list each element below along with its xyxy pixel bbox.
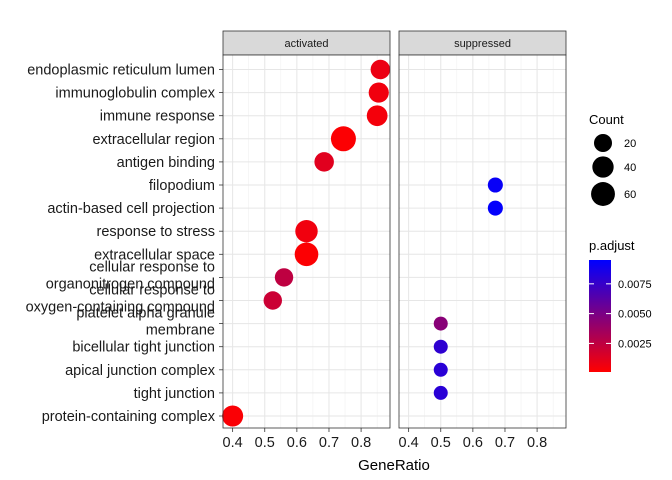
size-legend-label: 20 [624,138,636,150]
data-point [274,268,294,287]
panel-background [399,55,566,428]
size-legend: Count 20 40 60 [589,112,636,206]
data-point [433,316,448,331]
y-tick-label: endoplasmic reticulum lumen [27,63,215,79]
data-point [294,242,319,267]
x-tick-label: 0.4 [399,435,419,451]
data-point [366,105,388,127]
y-tick-label: immunoglobulin complex [55,86,215,102]
y-tick-label: cellular response to oxygen-containing co… [26,283,215,316]
size-legend-key [592,156,614,178]
data-point [330,126,356,152]
y-tick-label: actin-based cell projection [47,201,215,217]
data-point [433,339,448,354]
facet-strip-label: suppressed [454,38,511,50]
data-point [314,152,334,172]
facet-panel-suppressed: suppressed 0.4 0.5 0.6 0.7 0.8 [398,30,567,451]
x-tick-label: 0.7 [319,435,339,451]
x-tick-label: 0.8 [527,435,547,451]
panel-border [398,54,567,429]
data-point [487,177,503,193]
y-tick-label: tight junction [134,386,215,402]
y-tick-label: immune response [100,109,215,125]
data-point [263,291,282,310]
size-legend-label: 40 [624,162,636,174]
y-tick-label: cellular response to organonitrogen compo… [46,259,215,292]
size-legend-label: 60 [624,189,636,201]
color-legend-label: 0.0050 [618,309,652,321]
facet-panels: activated 0.4 0.5 0.6 0.7 0.8 suppressed 0.4 0.5… [219,30,567,451]
y-tick-label: filopodium [149,178,215,194]
x-tick-label: 0.5 [255,435,275,451]
y-tick-label: apical junction complex [65,363,216,379]
y-axis-labels: endoplasmic reticulum lumen immunoglobuli… [26,63,216,426]
x-tick-label: 0.6 [287,435,307,451]
data-point [487,200,503,216]
data-point [370,59,391,80]
data-point [368,82,389,103]
data-point [222,405,244,427]
facet-panel-activated: activated 0.4 0.5 0.6 0.7 0.8 [222,30,391,451]
facet-strip-label: activated [284,38,328,50]
x-axis-title: GeneRatio [358,457,430,474]
size-legend-key [591,182,615,206]
y-tick-label: extracellular region [92,132,215,148]
color-legend-title: p.adjust [589,238,635,253]
x-tick-label: 0.5 [431,435,451,451]
data-point [433,385,448,400]
x-tick-label: 0.4 [223,435,243,451]
color-legend: p.adjust 0.0025 0.0050 0.0075 [589,238,652,372]
color-legend-label: 0.0025 [618,338,652,350]
x-tick-label: 0.6 [463,435,483,451]
y-tick-label: platelet alpha granule membrane [76,306,215,339]
y-tick-label: bicellular tight junction [72,340,215,356]
y-tick-label: extracellular space [94,247,215,263]
panel-border [222,54,391,429]
size-legend-key [593,133,613,153]
y-tick-label: protein-containing complex [42,409,216,425]
x-tick-label: 0.7 [495,435,515,451]
color-bar [589,260,611,372]
color-legend-label: 0.0075 [618,279,652,291]
y-tick-label: antigen binding [117,155,215,171]
size-legend-title: Count [589,112,624,127]
x-tick-label: 0.8 [351,435,371,451]
y-tick-label: response to stress [97,224,215,240]
data-point [433,362,448,377]
data-point [295,219,318,243]
